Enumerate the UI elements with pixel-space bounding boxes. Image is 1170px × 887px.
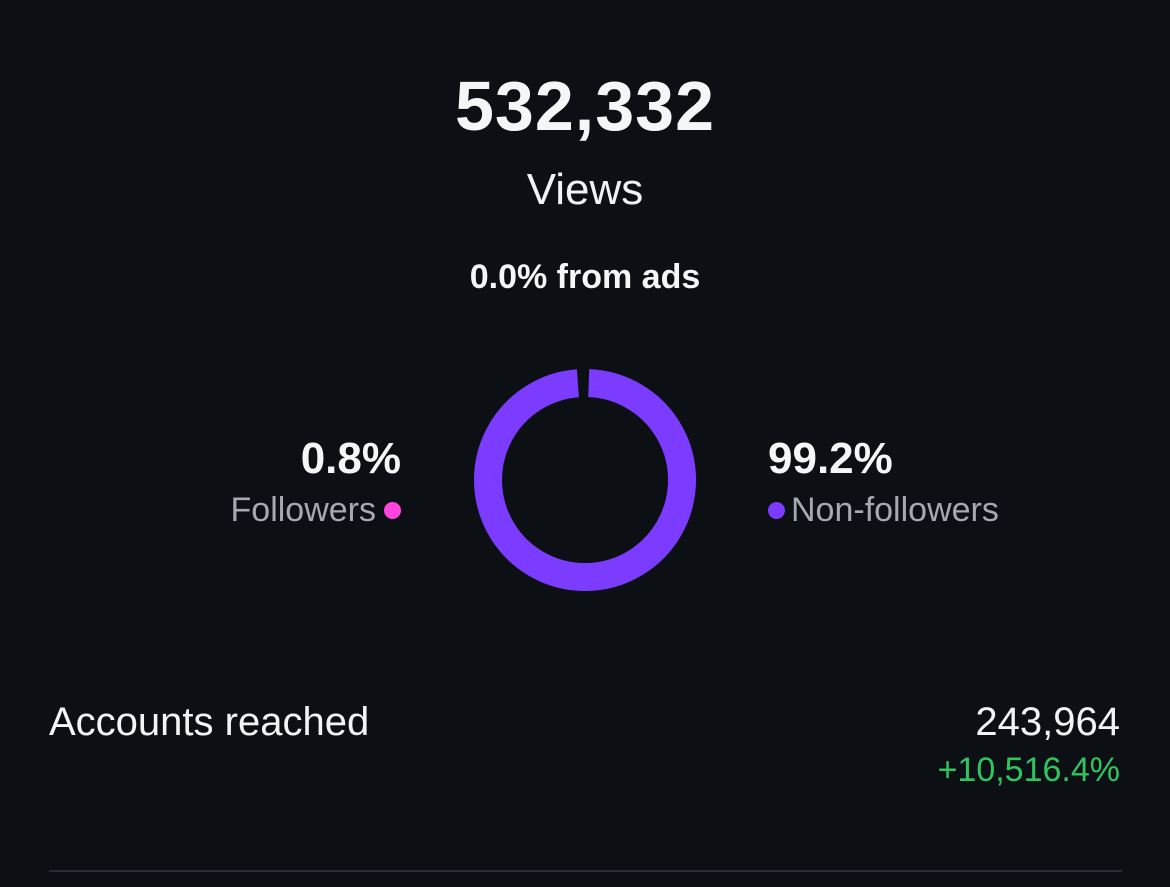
followers-dot-icon <box>384 501 401 519</box>
non-followers-legend: 99.2% Non-followers <box>768 432 999 532</box>
accounts-reached-label: Accounts reached <box>49 700 370 744</box>
views-label: Views <box>526 165 644 214</box>
accounts-reached-value: 243,964 <box>975 700 1120 744</box>
non-followers-legend-row: Non-followers <box>768 488 999 532</box>
followers-percentage: 0.8% <box>300 434 401 483</box>
followers-label: Followers <box>230 491 376 529</box>
accounts-reached-change: +10,516.4% <box>937 751 1120 789</box>
non-followers-percentage: 99.2% <box>768 434 893 483</box>
ads-percentage: 0.0% from ads <box>469 258 701 296</box>
non-followers-label: Non-followers <box>791 491 999 529</box>
audience-donut-chart <box>474 369 696 591</box>
followers-legend-row: Followers <box>231 488 401 532</box>
divider <box>49 870 1122 872</box>
views-count: 532,332 <box>454 67 716 145</box>
donut-segment-non-followers <box>474 369 696 591</box>
non-followers-dot-icon <box>768 501 785 519</box>
followers-legend: 0.8% Followers <box>231 432 401 532</box>
